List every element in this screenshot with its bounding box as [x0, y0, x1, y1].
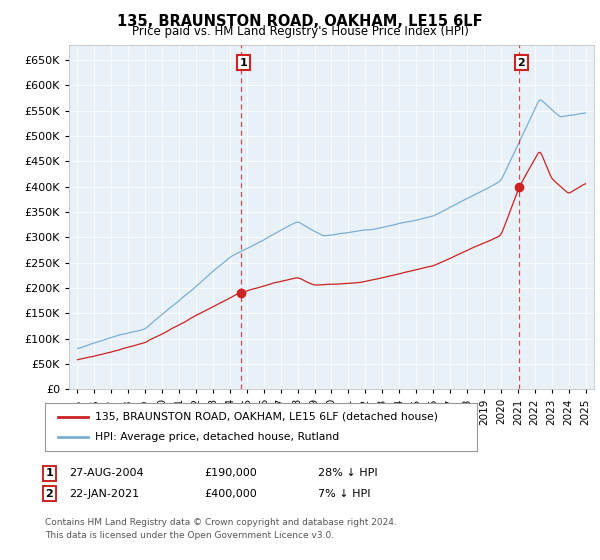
Text: 135, BRAUNSTON ROAD, OAKHAM, LE15 6LF (detached house): 135, BRAUNSTON ROAD, OAKHAM, LE15 6LF (d…: [95, 412, 437, 422]
Text: 1: 1: [46, 468, 53, 478]
Text: 22-JAN-2021: 22-JAN-2021: [69, 489, 139, 499]
Text: 2: 2: [46, 489, 53, 499]
Text: 2: 2: [517, 58, 525, 68]
Text: 7% ↓ HPI: 7% ↓ HPI: [318, 489, 371, 499]
Text: Price paid vs. HM Land Registry's House Price Index (HPI): Price paid vs. HM Land Registry's House …: [131, 25, 469, 38]
Text: 28% ↓ HPI: 28% ↓ HPI: [318, 468, 377, 478]
Text: Contains HM Land Registry data © Crown copyright and database right 2024.
This d: Contains HM Land Registry data © Crown c…: [45, 518, 397, 539]
Text: 1: 1: [239, 58, 247, 68]
Text: £190,000: £190,000: [204, 468, 257, 478]
Text: £400,000: £400,000: [204, 489, 257, 499]
Text: HPI: Average price, detached house, Rutland: HPI: Average price, detached house, Rutl…: [95, 432, 339, 442]
Text: 135, BRAUNSTON ROAD, OAKHAM, LE15 6LF: 135, BRAUNSTON ROAD, OAKHAM, LE15 6LF: [117, 14, 483, 29]
Text: 27-AUG-2004: 27-AUG-2004: [69, 468, 143, 478]
